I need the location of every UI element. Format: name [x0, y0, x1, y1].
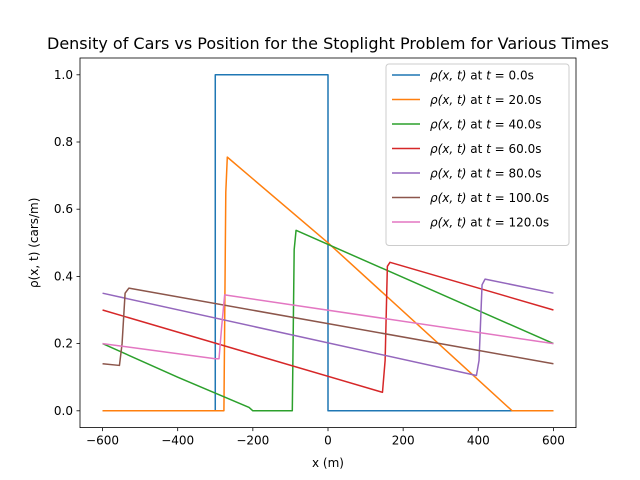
chart-title: Density of Cars vs Position for the Stop… [47, 34, 609, 53]
legend-box [385, 63, 570, 246]
x-tick-label: −200 [236, 434, 269, 448]
y-tick-label: 1.0 [54, 68, 73, 82]
legend-entry: ρ(x, t) at t = 60.0s [430, 142, 541, 156]
x-tick-label: 400 [467, 434, 490, 448]
y-tick-label: 0.0 [54, 404, 73, 418]
legend-entry: ρ(x, t) at t = 120.0s [430, 216, 549, 230]
series-line-2 [102, 156, 554, 412]
x-tick-label: −600 [86, 434, 119, 448]
series-line-5 [102, 278, 554, 377]
series-line-7 [102, 294, 554, 360]
x-axis: −600 −400 −200 0 200 400 600 [86, 427, 565, 448]
legend-entry: ρ(x, t) at t = 40.0s [430, 118, 541, 132]
series-layer [102, 74, 554, 412]
y-tick-label: 0.2 [54, 337, 73, 351]
series-line-3 [102, 229, 554, 412]
x-axis-label: x (m) [312, 456, 344, 470]
x-tick-label: 600 [542, 434, 565, 448]
legend-entry: ρ(x, t) at t = 80.0s [430, 167, 541, 181]
y-tick-label: 0.8 [54, 135, 73, 149]
legend-entry: ρ(x, t) at t = 0.0s [430, 69, 534, 83]
x-tick-label: 0 [324, 434, 332, 448]
x-tick-label: 200 [392, 434, 415, 448]
y-tick-label: 0.4 [54, 269, 73, 283]
legend-entry: ρ(x, t) at t = 100.0s [430, 191, 549, 205]
series-line-4 [102, 261, 554, 394]
legend: ρ(x, t) at t = 0.0s ρ(x, t) at t = 20.0s ρ… [385, 63, 570, 246]
series-line-6 [102, 287, 554, 367]
y-tick-label: 0.6 [54, 202, 73, 216]
legend-entry: ρ(x, t) at t = 20.0s [430, 93, 541, 107]
y-axis-label: ρ(x, t) (cars/m) [27, 198, 41, 288]
x-tick-label: −400 [161, 434, 194, 448]
y-axis: 0.0 0.2 0.4 0.6 0.8 1.0 [54, 68, 80, 418]
